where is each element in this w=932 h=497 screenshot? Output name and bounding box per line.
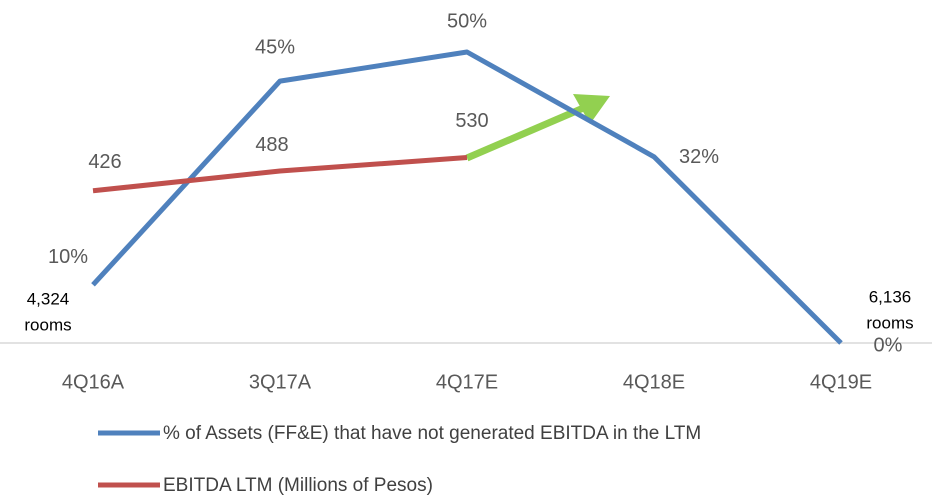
annotation: rooms bbox=[866, 313, 913, 332]
x-tick-label: 4Q16A bbox=[62, 371, 125, 393]
annotation: 4,324 bbox=[27, 289, 70, 308]
trend-arrow-shaft bbox=[465, 102, 590, 162]
data-label: 50% bbox=[447, 10, 487, 32]
data-label: 10% bbox=[48, 246, 88, 268]
data-label: 0% bbox=[874, 334, 903, 356]
x-tick-label: 4Q18E bbox=[623, 371, 685, 393]
data-label: 32% bbox=[679, 146, 719, 168]
trend-arrow-head bbox=[573, 94, 610, 124]
legend-label: % of Assets (FF&E) that have not generat… bbox=[163, 423, 701, 444]
data-label: 488 bbox=[255, 134, 288, 156]
x-tick-label: 4Q19E bbox=[810, 371, 872, 393]
annotation: 6,136 bbox=[869, 287, 912, 306]
data-label: 426 bbox=[88, 151, 121, 173]
data-label: 530 bbox=[455, 110, 488, 132]
series-line bbox=[92, 155, 468, 194]
series-line bbox=[91, 49, 843, 345]
legend-label: EBITDA LTM (Millions of Pesos) bbox=[163, 475, 433, 496]
annotation: rooms bbox=[24, 315, 71, 334]
data-label: 45% bbox=[255, 36, 295, 58]
x-tick-label: 3Q17A bbox=[249, 371, 312, 393]
x-tick-label: 4Q17E bbox=[436, 371, 498, 393]
